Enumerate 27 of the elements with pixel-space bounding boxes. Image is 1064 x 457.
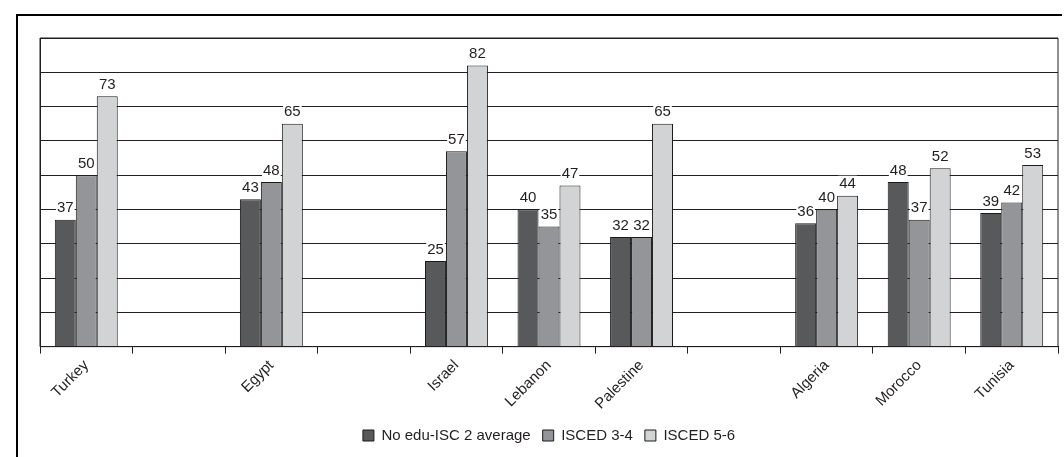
data-label: 32 [633, 215, 650, 233]
data-label: 65 [284, 102, 301, 120]
data-label: 36 [797, 201, 814, 219]
data-label: 47 [561, 164, 579, 182]
data-label: 73 [98, 74, 116, 92]
data-label: 44 [839, 174, 856, 192]
data-label: 82 [469, 44, 486, 62]
data-label: 32 [612, 215, 629, 233]
data-label: 65 [654, 102, 671, 120]
data-label: 43 [242, 177, 259, 195]
data-label: 35 [540, 205, 558, 223]
data-label: 50 [77, 153, 95, 171]
data-label: 52 [931, 146, 949, 164]
data-label: 53 [1024, 143, 1042, 161]
data-label: 48 [263, 160, 280, 178]
data-label: 40 [818, 188, 835, 206]
data-label: 48 [889, 160, 907, 178]
legend-label: No edu-ISC 2 average [381, 425, 531, 443]
legend-label: ISCED 5-6 [663, 425, 736, 443]
data-label: 25 [427, 239, 444, 257]
data-label: 40 [519, 188, 537, 206]
data-label: 39 [982, 191, 1000, 209]
data-label: 57 [448, 129, 465, 147]
data-label: 42 [1003, 181, 1021, 199]
legend-label: ISCED 3-4 [561, 425, 633, 443]
data-label: 37 [56, 198, 74, 216]
data-label: 37 [910, 198, 928, 216]
